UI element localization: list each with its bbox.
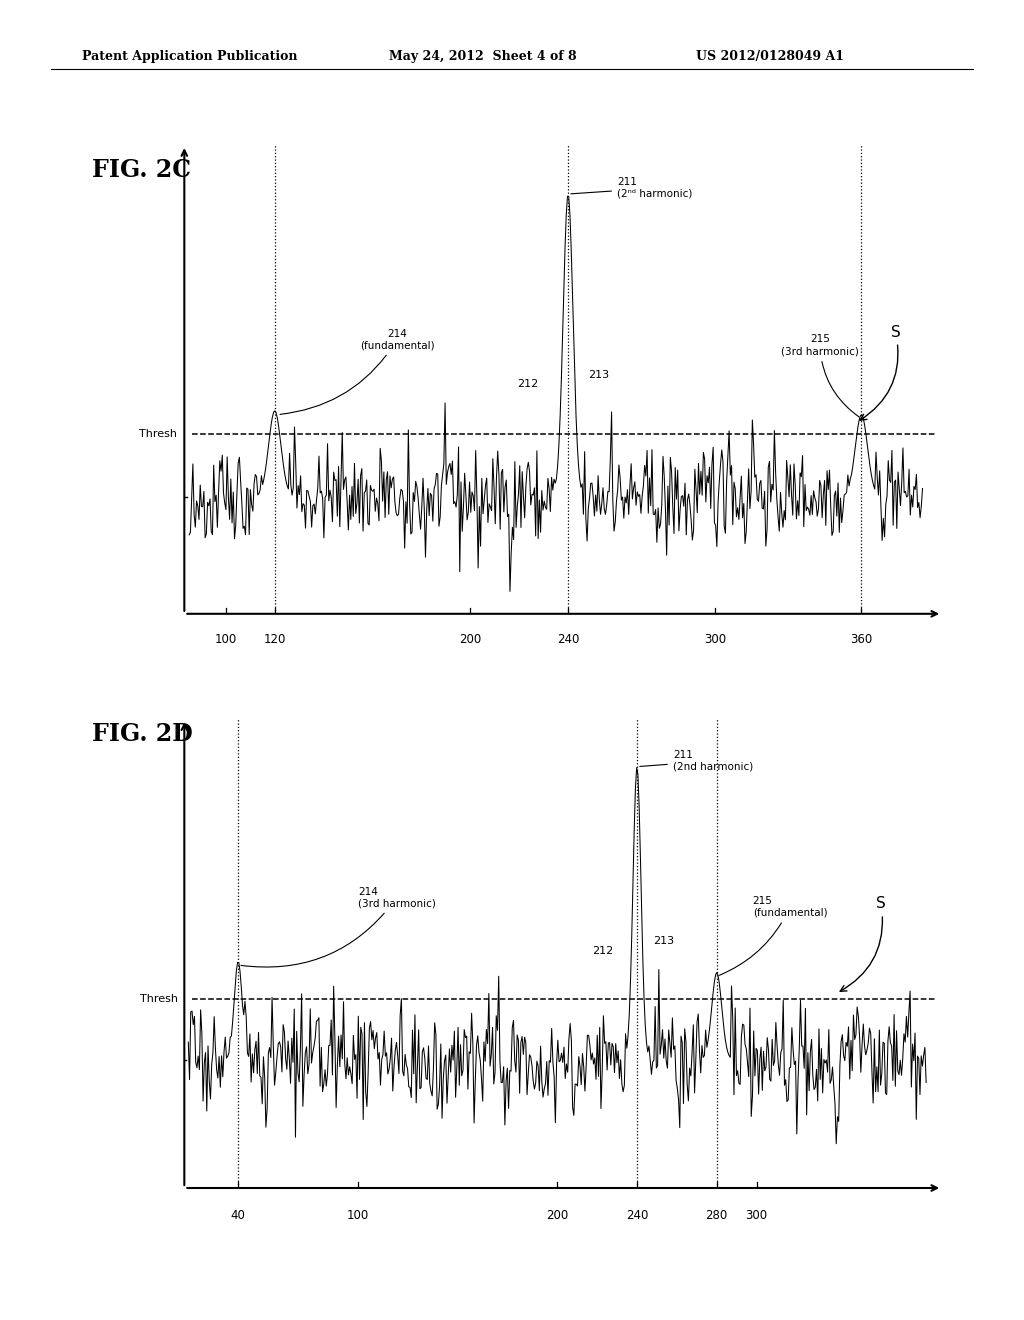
Text: Patent Application Publication: Patent Application Publication xyxy=(82,50,297,63)
Text: 100: 100 xyxy=(347,1209,369,1222)
Text: 211
(2ⁿᵈ harmonic): 211 (2ⁿᵈ harmonic) xyxy=(570,177,692,199)
Text: 213: 213 xyxy=(653,936,674,946)
Text: Thresh: Thresh xyxy=(140,994,178,1005)
Text: FIG. 2D: FIG. 2D xyxy=(92,722,193,746)
Text: 40: 40 xyxy=(230,1209,246,1222)
Text: 240: 240 xyxy=(626,1209,648,1222)
Text: US 2012/0128049 A1: US 2012/0128049 A1 xyxy=(696,50,845,63)
Text: 214
(fundamental): 214 (fundamental) xyxy=(280,329,434,414)
Text: 240: 240 xyxy=(557,634,580,647)
Text: 211
(2nd harmonic): 211 (2nd harmonic) xyxy=(640,750,753,772)
Text: 300: 300 xyxy=(703,634,726,647)
Text: 215
(3rd harmonic): 215 (3rd harmonic) xyxy=(781,334,859,417)
Text: 212: 212 xyxy=(517,379,539,389)
Text: 215
(fundamental): 215 (fundamental) xyxy=(719,896,827,975)
Text: 200: 200 xyxy=(546,1209,568,1222)
Text: 280: 280 xyxy=(706,1209,728,1222)
Text: 100: 100 xyxy=(215,634,237,647)
Text: 214
(3rd harmonic): 214 (3rd harmonic) xyxy=(241,887,435,968)
Text: 120: 120 xyxy=(263,634,286,647)
Text: 212: 212 xyxy=(592,945,613,956)
Text: Thresh: Thresh xyxy=(139,429,177,440)
Text: 213: 213 xyxy=(588,370,609,380)
Text: S: S xyxy=(840,896,886,991)
Text: FIG. 2C: FIG. 2C xyxy=(92,158,191,182)
Text: 200: 200 xyxy=(459,634,481,647)
Text: May 24, 2012  Sheet 4 of 8: May 24, 2012 Sheet 4 of 8 xyxy=(389,50,577,63)
Text: S: S xyxy=(860,325,900,420)
Text: 360: 360 xyxy=(850,634,872,647)
Text: 300: 300 xyxy=(745,1209,768,1222)
